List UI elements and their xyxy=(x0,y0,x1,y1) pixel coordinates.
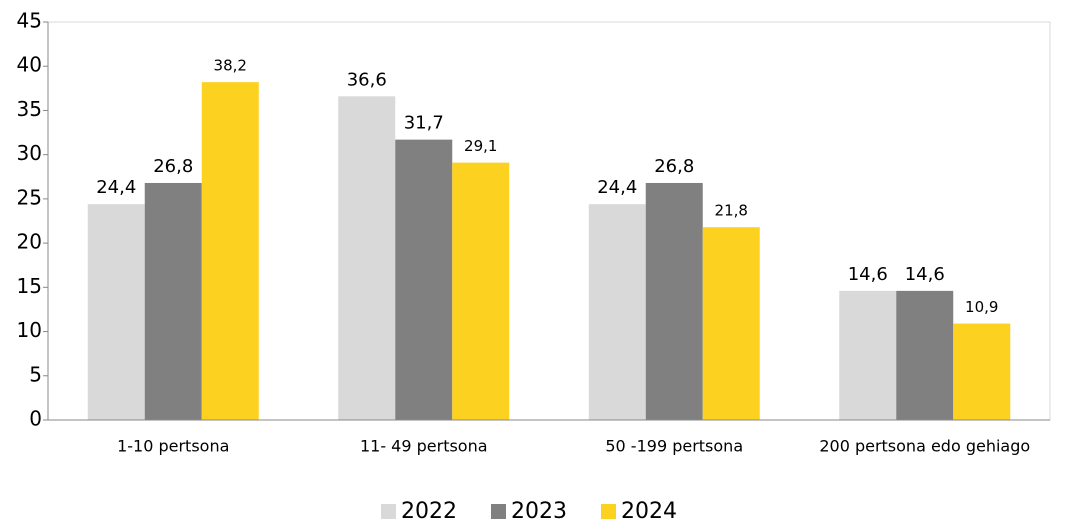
data-label: 29,1 xyxy=(464,137,497,155)
x-tick-label: 200 pertsona edo gehiago xyxy=(819,437,1030,456)
data-label: 26,8 xyxy=(153,156,193,177)
data-label: 31,7 xyxy=(404,113,444,134)
bar xyxy=(896,290,954,420)
x-tick-label: 11- 49 pertsona xyxy=(360,437,488,456)
data-label: 24,4 xyxy=(96,177,136,198)
bar xyxy=(201,82,259,421)
data-label: 10,9 xyxy=(965,298,998,316)
data-label: 14,6 xyxy=(848,264,888,285)
data-label: 26,8 xyxy=(654,156,694,177)
data-label: 38,2 xyxy=(214,57,247,75)
y-tick-label: 5 xyxy=(29,362,42,386)
y-tick-label: 45 xyxy=(17,9,42,33)
bar xyxy=(87,204,145,420)
legend-swatch xyxy=(601,504,616,519)
legend-label: 2023 xyxy=(511,499,567,523)
legend-swatch xyxy=(381,504,396,519)
y-tick-label: 35 xyxy=(17,97,42,121)
bar xyxy=(338,96,396,420)
data-label: 14,6 xyxy=(905,264,945,285)
bar xyxy=(452,162,510,421)
y-tick-label: 25 xyxy=(17,185,42,209)
data-label: 21,8 xyxy=(715,202,748,220)
bar xyxy=(395,139,453,420)
legend-label: 2022 xyxy=(401,499,457,523)
bar xyxy=(839,290,897,420)
bar xyxy=(702,227,760,420)
bar xyxy=(645,182,703,420)
bar xyxy=(144,182,202,420)
y-tick-label: 0 xyxy=(29,407,42,431)
y-tick-label: 40 xyxy=(17,53,42,77)
x-tick-label: 50 -199 pertsona xyxy=(605,437,743,456)
y-tick-label: 20 xyxy=(17,230,42,254)
x-tick-label: 1-10 pertsona xyxy=(117,437,229,456)
data-label: 24,4 xyxy=(597,177,637,198)
bar xyxy=(953,323,1011,420)
y-tick-label: 15 xyxy=(17,274,42,298)
data-label: 36,6 xyxy=(347,69,387,90)
bar xyxy=(588,204,646,420)
legend-swatch xyxy=(491,504,506,519)
y-tick-label: 10 xyxy=(17,318,42,342)
legend-label: 2024 xyxy=(621,499,677,523)
y-tick-label: 30 xyxy=(17,141,42,165)
